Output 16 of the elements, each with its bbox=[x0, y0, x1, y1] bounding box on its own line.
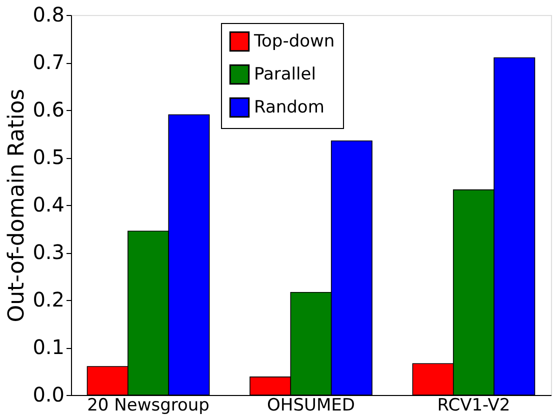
legend-label: Random bbox=[254, 98, 324, 118]
x-tick-label: RCV1-V2 bbox=[437, 396, 510, 416]
y-tick-label: 0.5 bbox=[32, 145, 64, 169]
y-tick-label: 0.4 bbox=[32, 192, 64, 216]
y-tick-label: 0.7 bbox=[32, 50, 64, 74]
y-tick-label: 0.3 bbox=[32, 240, 64, 264]
legend-label: Parallel bbox=[254, 64, 316, 84]
y-tick-label: 0.1 bbox=[32, 335, 64, 359]
x-tick-label: OHSUMED bbox=[267, 396, 355, 416]
y-tick-label: 0.0 bbox=[32, 382, 64, 406]
y-tick-label: 0.2 bbox=[32, 288, 64, 312]
y-tick-label: 0.6 bbox=[32, 98, 64, 122]
legend-label: Top-down bbox=[253, 32, 335, 52]
x-tick-label: 20 Newsgroup bbox=[87, 396, 210, 416]
y-axis-title: Out-of-domain Ratios bbox=[4, 88, 30, 322]
y-tick-label: 0.8 bbox=[32, 2, 64, 26]
